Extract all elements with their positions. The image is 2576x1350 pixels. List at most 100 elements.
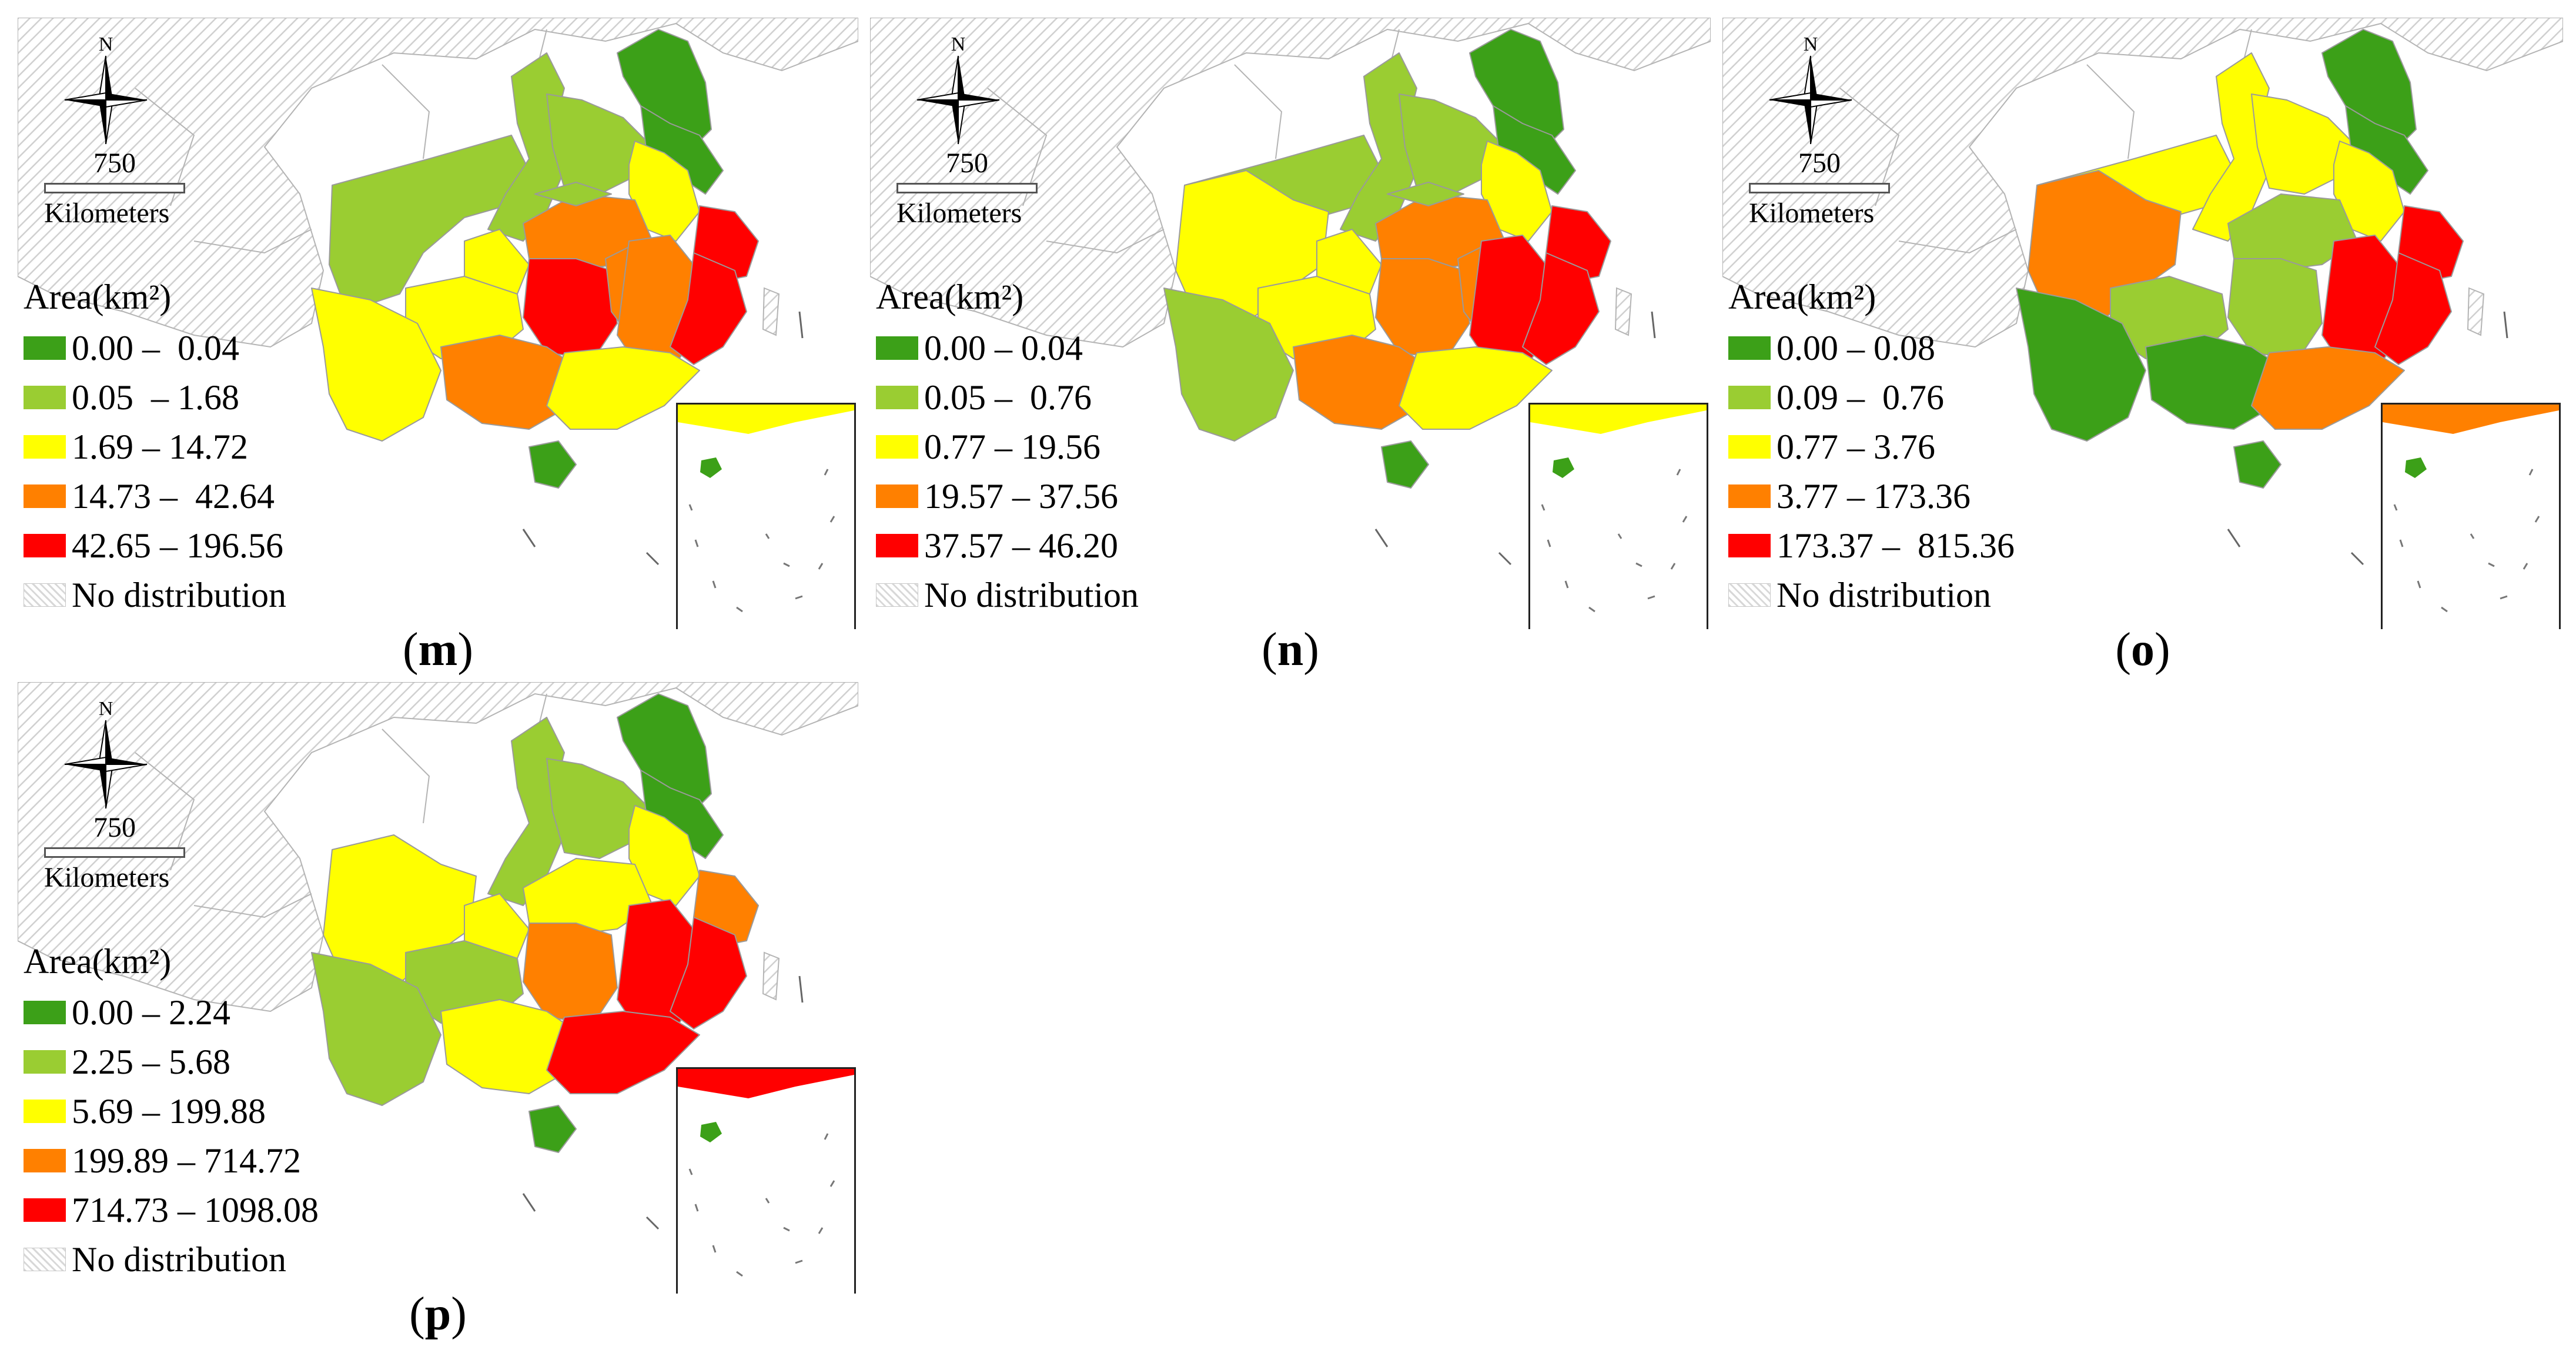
province-hunan xyxy=(523,923,618,1024)
legend-title: Area(km²) xyxy=(876,278,1024,316)
inset-dash xyxy=(1676,469,1681,476)
inset-dash xyxy=(783,562,790,567)
taiwan-no-distribution xyxy=(2467,287,2485,336)
inset-dash xyxy=(2523,563,2528,570)
boundary-dash xyxy=(645,1216,660,1230)
inset-coast xyxy=(2383,405,2559,434)
province-anhui xyxy=(1481,141,1553,242)
region-boundary xyxy=(2086,64,2135,159)
scale-bar-graphic xyxy=(44,847,185,858)
inset-dash xyxy=(2500,595,2508,600)
inset-dash xyxy=(1682,516,1688,523)
inset-dash xyxy=(1547,539,1551,547)
north-arrow-icon: N xyxy=(1764,29,1858,159)
inset-dash xyxy=(2528,469,2534,476)
taiwan-no-distribution xyxy=(1614,287,1632,336)
inset-dash xyxy=(688,1168,693,1175)
scale-bar: 750 Kilometers xyxy=(1749,147,1908,229)
province-yunnan xyxy=(1163,288,1294,442)
legend-swatch xyxy=(876,435,918,459)
province-hubei-north xyxy=(534,182,612,206)
legend-label: No distribution xyxy=(72,1239,287,1279)
region-boundary xyxy=(135,752,195,871)
scale-distance: 750 xyxy=(93,812,136,843)
legend: Area(km²) 0.00 – 0.04 0.05 – 1.68 1.69 – 14… xyxy=(24,276,286,620)
province-hunan xyxy=(1375,258,1470,359)
inset-hainan xyxy=(700,457,722,478)
map-panel-p: N 750 Kilometers Area(km²) 0.00 – 2.24 2.25 –… xyxy=(18,682,858,1294)
legend-swatch xyxy=(24,1149,66,1172)
legend: Area(km²) 0.00 – 2.24 2.25 – 5.68 5.69 – 19… xyxy=(24,941,319,1284)
map-svg xyxy=(1722,18,2563,566)
legend-item: No distribution xyxy=(24,1235,319,1284)
legend-item: 199.89 – 714.72 xyxy=(24,1136,319,1185)
inset-hainan xyxy=(1553,457,1574,478)
inset-dash xyxy=(2417,580,2421,589)
legend-label: 37.57 – 46.20 xyxy=(924,526,1118,565)
legend-swatch xyxy=(876,534,918,557)
scale-bar: 750 Kilometers xyxy=(44,147,203,229)
inset-dash xyxy=(2470,533,2475,539)
inset-dash xyxy=(795,1259,803,1264)
north-arrow-icon: N xyxy=(59,29,153,159)
north-label: N xyxy=(99,34,113,55)
province-hainan xyxy=(528,1105,577,1153)
legend-swatch xyxy=(24,534,66,557)
legend-swatch xyxy=(1728,484,1771,508)
legend-item: 0.77 – 3.76 xyxy=(1728,422,2015,472)
inset-dash xyxy=(829,516,835,523)
legend-item: 1.69 – 14.72 xyxy=(24,422,286,472)
caption-m: (m) xyxy=(403,624,473,676)
province-fujian xyxy=(2374,252,2452,365)
inset-coast xyxy=(678,405,854,434)
boundary-dash xyxy=(522,1193,536,1212)
scale-unit: Kilometers xyxy=(896,198,1022,229)
region-boundary xyxy=(1898,229,2017,254)
legend-label: 173.37 – 815.36 xyxy=(1777,526,2015,565)
scale-unit: Kilometers xyxy=(44,862,170,893)
boundary-dash xyxy=(2227,529,2241,547)
legend-swatch xyxy=(24,484,66,508)
legend-label: No distribution xyxy=(1777,575,1992,614)
north-arrow-icon: N xyxy=(59,694,153,823)
inset-coast xyxy=(1530,405,1707,434)
boundary-dash xyxy=(1498,552,1512,566)
province-hainan xyxy=(1381,440,1429,489)
legend-item: 0.77 – 19.56 xyxy=(876,422,1139,472)
inset-dash xyxy=(824,469,829,476)
region-boundary xyxy=(193,229,312,254)
legend-item: No distribution xyxy=(1728,570,2015,620)
inset-dash xyxy=(1670,563,1676,570)
legend-label: 19.57 – 37.56 xyxy=(924,476,1118,516)
legend-swatch xyxy=(24,583,66,607)
legend-title: Area(km²) xyxy=(24,942,172,981)
scale-bar: 750 Kilometers xyxy=(896,147,1055,229)
legend-item: 42.65 – 196.56 xyxy=(24,521,286,570)
province-guangdong xyxy=(2251,346,2405,430)
south-china-sea-inset xyxy=(2381,403,2561,629)
legend-item: 0.00 – 0.08 xyxy=(1728,323,2015,373)
boundary-dash xyxy=(522,529,536,547)
legend-swatch xyxy=(24,1001,66,1024)
caption-o: (o) xyxy=(2115,624,2170,676)
scale-distance: 750 xyxy=(946,148,988,179)
south-china-sea-inset xyxy=(676,1067,856,1294)
region-boundary xyxy=(1234,64,1283,159)
boundary-dash xyxy=(2503,311,2508,339)
legend-swatch xyxy=(876,484,918,508)
legend-item: 0.00 – 0.04 xyxy=(24,323,286,373)
legend-item: 0.09 – 0.76 xyxy=(1728,373,2015,422)
legend-item: 5.69 – 199.88 xyxy=(24,1087,319,1136)
boundary-dash xyxy=(645,552,660,566)
inset-coast xyxy=(678,1069,854,1098)
legend-swatch xyxy=(24,336,66,360)
legend-label: 0.09 – 0.76 xyxy=(1777,377,1944,417)
inset-dash xyxy=(2441,606,2448,613)
inset-hainan xyxy=(700,1122,722,1142)
legend-item: 3.77 – 173.36 xyxy=(1728,472,2015,521)
boundary-dash xyxy=(2350,552,2364,566)
legend-swatch xyxy=(1728,534,1771,557)
inset-dash xyxy=(1564,580,1569,589)
province-fujian xyxy=(670,252,747,365)
province-anhui xyxy=(628,805,700,906)
